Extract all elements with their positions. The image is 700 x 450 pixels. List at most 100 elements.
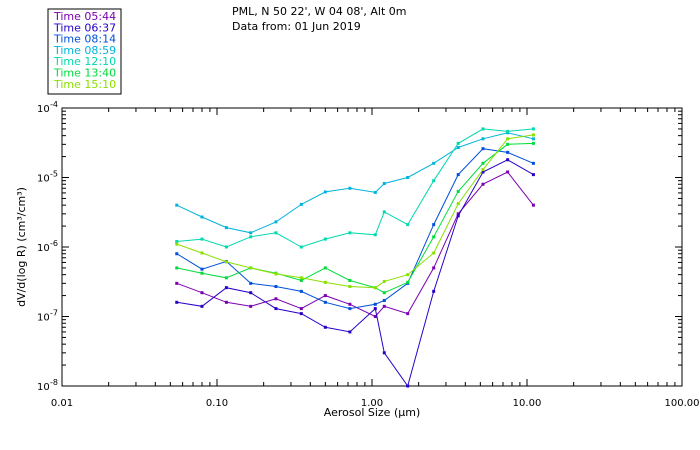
y-axis-label: dV/d(log R) (cm³/cm³) xyxy=(15,187,28,307)
data-point xyxy=(531,137,535,141)
data-point xyxy=(382,304,386,308)
data-point xyxy=(200,237,204,241)
data-point xyxy=(299,289,303,293)
series-7 xyxy=(175,133,535,290)
y-tick-label-base: 10 xyxy=(37,104,50,115)
series-4 xyxy=(175,131,535,235)
y-tick-label-base: 10 xyxy=(37,313,50,324)
data-point xyxy=(200,267,204,271)
data-point xyxy=(531,173,535,177)
data-point xyxy=(348,278,352,282)
data-point xyxy=(373,190,377,194)
data-point xyxy=(481,170,485,174)
data-point xyxy=(531,127,535,131)
data-point xyxy=(249,304,253,308)
data-point xyxy=(249,281,253,285)
data-point xyxy=(373,302,377,306)
data-point xyxy=(481,137,485,141)
data-point xyxy=(432,161,436,165)
data-point xyxy=(299,312,303,316)
y-tick-label-base: 10 xyxy=(37,243,50,254)
x-tick-label: 10.00 xyxy=(513,398,542,409)
data-point xyxy=(299,278,303,282)
data-point xyxy=(249,231,253,235)
data-point xyxy=(481,127,485,131)
data-point xyxy=(531,133,535,137)
data-point xyxy=(323,300,327,304)
data-point xyxy=(506,137,510,141)
data-point xyxy=(348,186,352,190)
y-tick-labels: 10-810-710-610-510-4 xyxy=(37,100,58,393)
data-point xyxy=(382,291,386,295)
data-point xyxy=(224,276,228,280)
data-point xyxy=(323,237,327,241)
legend-item: Time 12:10 xyxy=(53,55,116,68)
legend-item: Time 13:40 xyxy=(53,67,116,80)
legend-item: Time 05:44 xyxy=(53,10,116,23)
data-point xyxy=(175,281,179,285)
data-point xyxy=(506,142,510,146)
data-point xyxy=(481,168,485,172)
data-point xyxy=(224,260,228,264)
data-point xyxy=(506,129,510,133)
data-point xyxy=(299,202,303,206)
legend-item: Time 15:10 xyxy=(53,78,116,91)
series-line xyxy=(176,134,534,289)
data-point xyxy=(432,223,436,227)
legend-box xyxy=(47,8,122,95)
y-tick-label-exponent: -8 xyxy=(50,378,58,387)
x-axis-label: Aerosol Size (µm) xyxy=(324,406,421,419)
data-point xyxy=(456,173,460,177)
data-point xyxy=(373,307,377,311)
data-point xyxy=(323,190,327,194)
data-point xyxy=(382,279,386,283)
series-1 xyxy=(175,170,535,318)
data-point xyxy=(175,239,179,243)
legend-item: Time 08:59 xyxy=(53,44,116,57)
data-point xyxy=(432,289,436,293)
data-point xyxy=(373,233,377,237)
data-point xyxy=(299,276,303,280)
plot-area xyxy=(61,107,683,387)
data-point xyxy=(348,302,352,306)
data-point xyxy=(481,147,485,151)
data-point xyxy=(382,351,386,355)
data-point xyxy=(432,235,436,239)
data-point xyxy=(323,266,327,270)
data-point xyxy=(456,212,460,216)
data-point xyxy=(406,223,410,227)
x-tick-label: 0.10 xyxy=(206,398,228,409)
data-point xyxy=(348,307,352,311)
data-point xyxy=(432,251,436,255)
data-point xyxy=(456,146,460,150)
series-line xyxy=(176,142,534,294)
series-6 xyxy=(175,141,535,295)
data-point xyxy=(531,161,535,165)
data-point xyxy=(175,242,179,246)
data-point xyxy=(506,150,510,154)
data-point xyxy=(481,161,485,165)
data-point xyxy=(200,304,204,308)
data-point xyxy=(432,179,436,183)
data-point xyxy=(382,181,386,185)
y-tick-label-exponent: -7 xyxy=(50,309,58,318)
data-point xyxy=(531,141,535,145)
data-point xyxy=(323,280,327,284)
data-point xyxy=(274,307,278,311)
data-point xyxy=(481,182,485,186)
data-point xyxy=(406,384,410,388)
data-point xyxy=(506,158,510,162)
data-point xyxy=(249,291,253,295)
data-point xyxy=(200,271,204,275)
data-point xyxy=(175,252,179,256)
data-point xyxy=(382,210,386,214)
data-point xyxy=(249,235,253,239)
y-tick-label-base: 10 xyxy=(37,174,50,185)
series-5 xyxy=(175,127,535,249)
data-point xyxy=(323,325,327,329)
y-tick-label-exponent: -5 xyxy=(50,170,58,179)
series-line xyxy=(176,171,534,318)
data-point xyxy=(373,315,377,318)
